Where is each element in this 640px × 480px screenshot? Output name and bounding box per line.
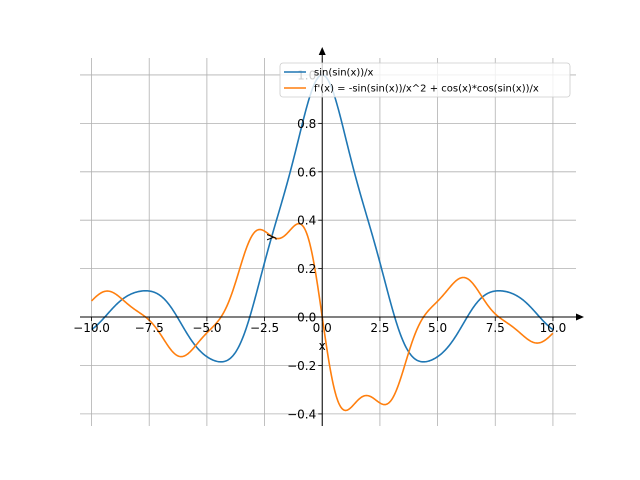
x-tick-label-10-0: 10.0: [540, 321, 567, 335]
y-axis-label: y: [263, 234, 277, 241]
y-tick-label-0-8: 0.8: [297, 117, 316, 131]
x-tick-label-0-0: 0.0: [313, 321, 332, 335]
y-tick-label-0-6: 0.6: [297, 165, 316, 179]
x-axis-arrow: [576, 313, 584, 321]
legend-frame: [279, 62, 571, 98]
legend: sin(sin(x))/x f'(x) = -sin(sin(x))/x^2 +…: [279, 62, 571, 98]
x-tick-label--2-5: −2.5: [250, 321, 279, 335]
y-tick-label-0-0: 0.0: [297, 311, 316, 325]
y-tick-label--0-2: −0.2: [287, 359, 316, 373]
y-axis-arrow: [318, 47, 326, 55]
legend-label-derivative: f'(x) = -sin(sin(x))/x^2 + cos(x)*cos(si…: [314, 84, 539, 95]
legend-label-sin-sin-x-over-x: sin(sin(x))/x: [314, 68, 374, 79]
y-tick-label--0-4: −0.4: [287, 407, 316, 421]
x-tick-label-2-5: 2.5: [370, 321, 389, 335]
y-tick-label-0-4: 0.4: [297, 214, 316, 228]
grid: [80, 58, 576, 426]
x-tick-label-7-5: 7.5: [486, 321, 505, 335]
x-tick-label--5-0: −5.0: [192, 321, 221, 335]
x-tick-label--10-0: −10.0: [73, 321, 110, 335]
x-axis-label: x: [319, 339, 326, 353]
x-tick-label-5-0: 5.0: [428, 321, 447, 335]
x-tick-label--7-5: −7.5: [135, 321, 164, 335]
y-tick-label-0-2: 0.2: [297, 262, 316, 276]
